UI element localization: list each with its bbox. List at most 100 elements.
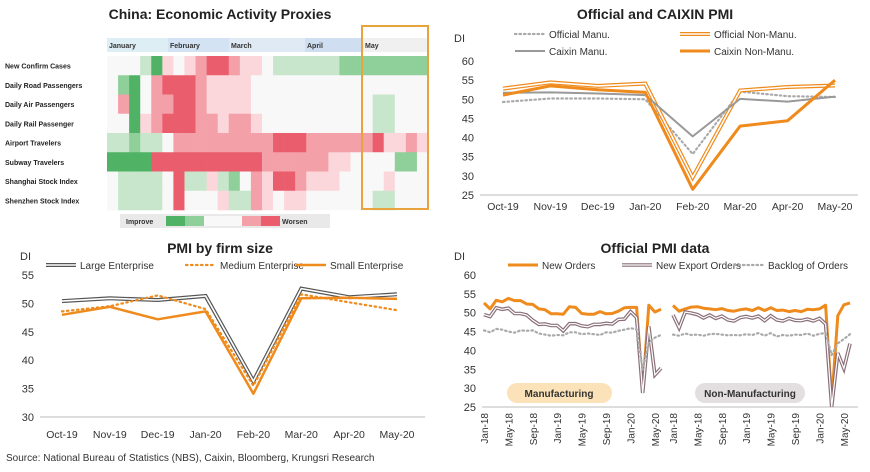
- heatmap-cell: [350, 94, 362, 115]
- heatmap-cell: [317, 133, 329, 153]
- y-tick-label: 35: [22, 384, 34, 396]
- heatmap-cell: [372, 152, 385, 172]
- heatmap-cell: [151, 171, 163, 192]
- heatmap-chart: January February March April May New Confirm …: [5, 25, 429, 228]
- month-header-cell: [229, 38, 305, 52]
- heatmap-cell: [239, 133, 252, 153]
- heatmap-cell: [107, 190, 119, 211]
- heatmap-cell: [195, 113, 207, 134]
- heatmap-cell: [206, 113, 218, 134]
- row-label: Daily Rail Passenger: [5, 121, 74, 128]
- heatmap-cell: [118, 171, 130, 192]
- heatmap-cell: [350, 113, 362, 134]
- heatmap-cell: [372, 113, 385, 134]
- heatmap-cell: [339, 75, 351, 95]
- y-tick-label: 25: [462, 190, 474, 202]
- y-tick-label: 60: [462, 56, 474, 68]
- x-tick-label: Jan-20: [629, 201, 661, 213]
- heatmap-cell: [129, 152, 141, 172]
- legend-label: Small Enterprise: [330, 261, 404, 272]
- heatmap-cell: [372, 56, 385, 76]
- heatmap-cell: [405, 56, 418, 76]
- heatmap-cell: [383, 133, 396, 153]
- heatmap-cell: [273, 94, 285, 115]
- heatmap-cell: [405, 171, 418, 192]
- heatmap-cell: [140, 133, 152, 153]
- heatmap-cell: [295, 75, 307, 95]
- heatmap-cell: [239, 190, 252, 211]
- month-label: April: [307, 43, 323, 50]
- heatmap-cell: [273, 56, 285, 76]
- heatmap-cell: [195, 171, 207, 192]
- heatmap-cell: [284, 171, 296, 192]
- heatmap-cell: [250, 190, 263, 211]
- heatmap-cell: [306, 75, 318, 95]
- legend-label: Backlog of Orders: [768, 261, 848, 272]
- heatmap-cell: [273, 171, 285, 192]
- heatmap-cell: [383, 171, 396, 192]
- series-line-inner: [483, 307, 662, 394]
- legend-label: Large Enterprise: [80, 261, 154, 272]
- x-tick-label: Jan-20: [190, 429, 222, 441]
- heatmap-cell: [383, 75, 396, 95]
- heatmap-cell: [284, 75, 296, 95]
- series-line-inner: [672, 311, 851, 407]
- x-tick-label: Dec-19: [581, 201, 615, 213]
- row-label: Shanghai Stock Index: [5, 179, 78, 186]
- x-tick-label: Apr-20: [772, 201, 804, 213]
- series-line: [502, 78, 836, 191]
- x-tick-label: Sep-18: [718, 413, 729, 446]
- heatmap-cell: [317, 75, 329, 95]
- heatmap-cell: [405, 75, 418, 95]
- series-line: [671, 301, 851, 403]
- heatmap-cell: [328, 113, 340, 134]
- legend-improve-label: Improve: [126, 219, 153, 226]
- heatmap-cell: [184, 56, 196, 76]
- heatmap-cell: [129, 190, 141, 211]
- legend-worsen-label: Worsen: [282, 219, 308, 226]
- x-tick-label: Jan-20: [627, 413, 638, 444]
- x-tick-label: Sep-19: [791, 413, 802, 446]
- heatmap-cell: [195, 94, 207, 115]
- heatmap-cell: [107, 133, 119, 153]
- heatmap-cell: [162, 94, 174, 115]
- x-tick-label: Jan-19: [742, 413, 753, 444]
- x-tick-label: May-18: [504, 413, 515, 447]
- heatmap-cell: [317, 94, 329, 115]
- x-tick-label: Jan-20: [816, 413, 827, 444]
- heatmap-cell: [151, 94, 163, 115]
- heatmap-cell: [162, 171, 174, 192]
- heatmap-cell: [361, 94, 373, 115]
- series-line: [482, 327, 663, 371]
- month-label: February: [170, 43, 200, 50]
- heatmap-cell: [295, 94, 307, 115]
- heatmap-cell: [372, 94, 385, 115]
- heatmap-cell: [261, 152, 274, 172]
- heatmap-cell: [217, 56, 230, 76]
- heatmap-cell: [339, 56, 351, 76]
- heatmap-cell: [261, 56, 274, 76]
- x-tick-label: Feb-20: [676, 201, 709, 213]
- x-tick-label: Sep-19: [602, 413, 613, 446]
- heatmap-cell: [217, 113, 230, 134]
- heatmap-cell: [295, 171, 307, 192]
- heatmap-cell: [339, 94, 351, 115]
- heatmap-cell: [162, 190, 174, 211]
- heatmap-cell: [140, 56, 152, 76]
- heatmap-cell: [261, 190, 274, 211]
- heatmap-cell: [228, 190, 241, 211]
- heatmap-cell: [306, 113, 318, 134]
- heatmap-cell: [228, 56, 241, 76]
- heatmap-cell: [394, 171, 407, 192]
- heatmap-cell: [383, 56, 396, 76]
- heatmap-cell: [361, 152, 373, 172]
- y-tick-label: 50: [464, 308, 476, 320]
- heatmap-cell: [394, 94, 407, 115]
- heatmap-cell: [173, 94, 185, 115]
- heatmap-cell: [162, 113, 174, 134]
- heatmap-cell: [118, 113, 130, 134]
- heatmap-cell: [328, 152, 340, 172]
- heatmap-cell: [184, 94, 196, 115]
- heatmap-cell: [228, 75, 241, 95]
- heatmap-cell: [107, 75, 119, 95]
